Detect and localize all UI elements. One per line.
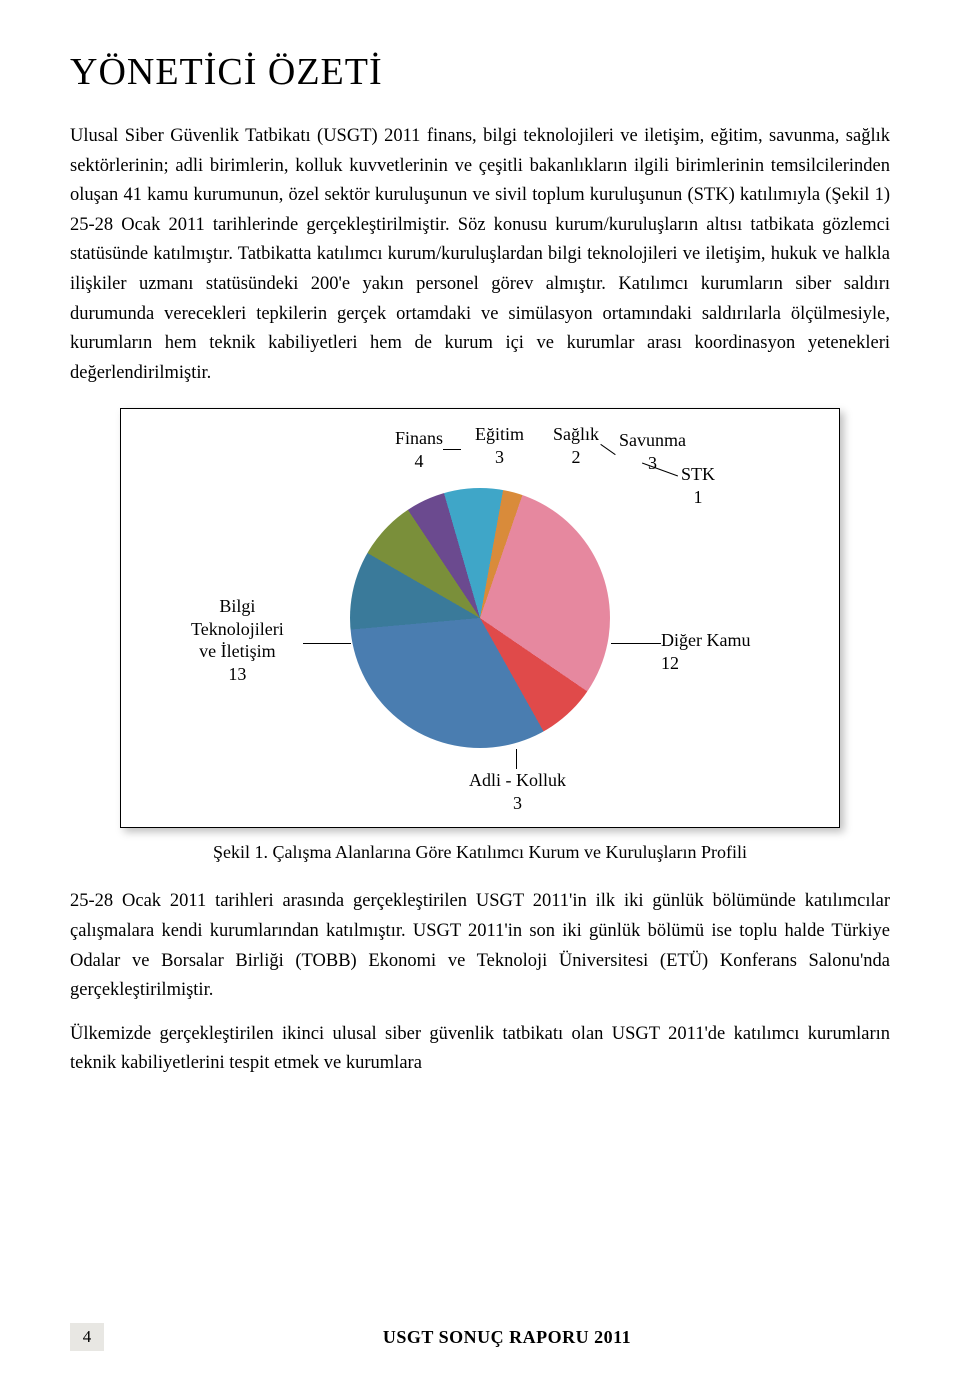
pie-label-value: 2 <box>572 447 581 467</box>
document-page: YÖNETİCİ ÖZETİ Ulusal Siber Güvenlik Tat… <box>0 0 960 1379</box>
page-number: 4 <box>70 1323 104 1351</box>
pie-label-text: Eğitim <box>475 424 524 444</box>
pie-label-text: STK <box>681 464 715 484</box>
pie-label-saglik: Sağlık 2 <box>553 423 599 468</box>
pie-chart <box>350 488 610 748</box>
footer-title: USGT SONUÇ RAPORU 2011 <box>124 1327 890 1348</box>
page-title: YÖNETİCİ ÖZETİ <box>70 50 890 94</box>
pie-chart-figure: Finans 4 Eğitim 3 Sağlık 2 Savunma 3 STK… <box>120 408 840 828</box>
pie-label-text: Adli - Kolluk <box>469 770 566 790</box>
pie-label-value: 3 <box>648 453 657 473</box>
leader-line <box>516 749 517 769</box>
pie-label-value: 13 <box>228 664 246 684</box>
paragraph-3: Ülkemizde gerçekleştirilen ikinci ulusal… <box>70 1020 890 1079</box>
pie-label-value: 4 <box>415 451 424 471</box>
pie-label-diger-kamu: Diğer Kamu 12 <box>661 629 750 674</box>
pie-label-adli-kolluk: Adli - Kolluk 3 <box>469 769 566 814</box>
pie-label-bilgi-tek: BilgiTeknolojilerive İletişim 13 <box>191 595 284 685</box>
leader-line <box>443 449 461 450</box>
page-footer: 4 USGT SONUÇ RAPORU 2011 <box>70 1323 890 1351</box>
leader-line <box>303 643 351 644</box>
pie-label-text: Diğer Kamu <box>661 630 750 650</box>
leader-line <box>611 643 661 644</box>
paragraph-2: 25-28 Ocak 2011 tarihleri arasında gerçe… <box>70 887 890 1005</box>
paragraph-1: Ulusal Siber Güvenlik Tatbikatı (USGT) 2… <box>70 122 890 388</box>
pie-label-finans: Finans 4 <box>395 427 443 472</box>
pie-label-value: 1 <box>694 487 703 507</box>
pie-chart-container <box>350 488 610 748</box>
pie-label-egitim: Eğitim 3 <box>475 423 524 468</box>
pie-label-stk: STK 1 <box>681 463 715 508</box>
pie-label-value: 3 <box>495 447 504 467</box>
pie-label-text: Savunma <box>619 430 686 450</box>
figure-caption: Şekil 1. Çalışma Alanlarına Göre Katılım… <box>70 842 890 863</box>
pie-label-text: Sağlık <box>553 424 599 444</box>
pie-label-value: 3 <box>513 793 522 813</box>
pie-label-text: Finans <box>395 428 443 448</box>
pie-label-value: 12 <box>661 653 679 673</box>
leader-line <box>600 444 615 455</box>
